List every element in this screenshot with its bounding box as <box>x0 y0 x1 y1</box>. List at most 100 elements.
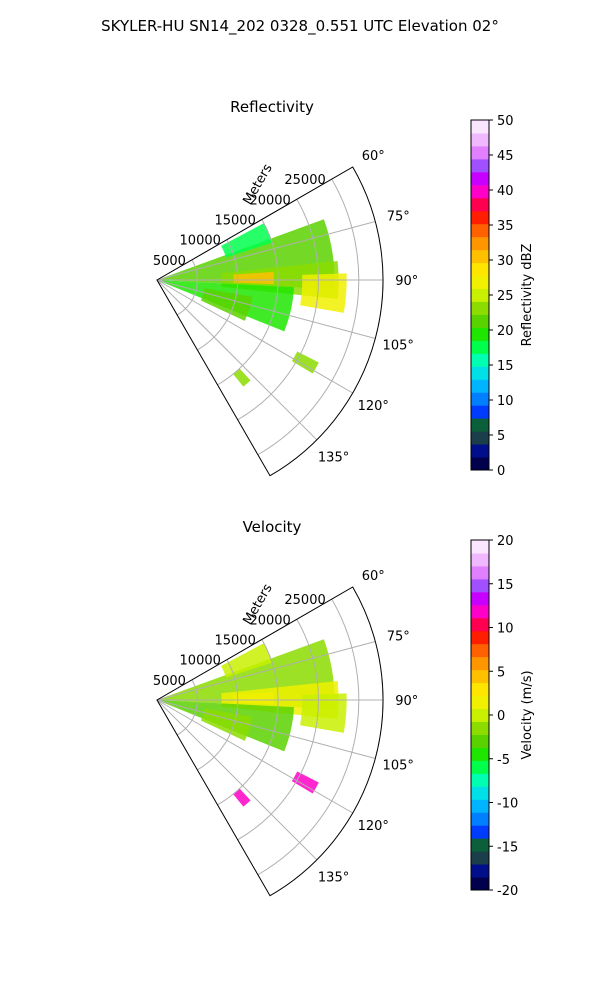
colorbar-segment <box>471 223 489 238</box>
colorbar-segment <box>471 353 489 367</box>
echo-region-2 <box>233 691 275 705</box>
radial-tick-label: 10000 <box>180 234 221 249</box>
colorbar-segment <box>471 669 489 684</box>
colorbar-segment <box>471 444 489 458</box>
colorbar-tick-label: -10 <box>497 797 518 812</box>
radial-tick-label: 15000 <box>214 213 255 228</box>
colorbar-segment <box>471 379 489 393</box>
colorbar-label: Velocity (m/s) <box>520 670 535 759</box>
azimuth-tick-label: 60° <box>362 149 385 164</box>
colorbar-segment <box>471 552 489 567</box>
figure-title: SKYLER-HU SN14_202 0328_0.551 UTC Elevat… <box>101 17 499 36</box>
colorbar-tick-label: 10 <box>497 622 514 637</box>
colorbar-segment <box>471 643 489 658</box>
azimuth-tick-label: 135° <box>318 451 349 466</box>
echo-region-8 <box>221 223 273 258</box>
echo-region-8 <box>221 643 273 678</box>
colorbar-segment <box>471 171 489 186</box>
colorbar-segment <box>471 838 489 852</box>
azimuth-gridline <box>156 699 318 861</box>
colorbar-segment <box>471 340 489 354</box>
colorbar-tick-label: 50 <box>497 114 514 129</box>
azimuth-gridline <box>156 279 353 394</box>
colorbar-segment <box>471 457 489 471</box>
sector-outline <box>156 586 384 897</box>
colorbar-segment <box>471 656 489 671</box>
azimuth-tick-label: 135° <box>318 871 349 886</box>
panel-title: Velocity <box>243 518 302 536</box>
azimuth-tick-label: 90° <box>395 694 418 709</box>
colorbar-segment <box>471 366 489 380</box>
colorbar-tick-label: -20 <box>497 884 518 899</box>
colorbar-segment <box>471 591 489 606</box>
colorbar-segment <box>471 682 489 697</box>
echo-region-5 <box>200 708 253 741</box>
colorbar-segment <box>471 825 489 839</box>
azimuth-tick-label: 105° <box>383 759 414 774</box>
colorbar-segment <box>471 158 489 173</box>
colorbar-tick-label: 35 <box>497 219 514 234</box>
colorbar-segment <box>471 799 489 813</box>
colorbar-segment <box>471 747 489 761</box>
echo-region-3 <box>300 273 347 313</box>
colorbar-segment <box>471 314 489 328</box>
colorbar-segment <box>471 773 489 787</box>
colorbar-segment <box>471 327 489 341</box>
colorbar-tick-label: 5 <box>497 665 505 680</box>
colorbar-segment <box>471 405 489 419</box>
colorbar-segment <box>471 760 489 774</box>
azimuth-tick-label: 105° <box>383 339 414 354</box>
colorbar-tick-label: 30 <box>497 254 514 269</box>
colorbar-segment <box>471 786 489 800</box>
azimuth-tick-label: 75° <box>387 209 410 224</box>
colorbar-segment <box>471 630 489 645</box>
azimuth-tick-label: 120° <box>358 399 389 414</box>
radial-tick-label: 10000 <box>180 654 221 669</box>
radial-tick-label: 5000 <box>153 674 186 689</box>
radial-tick-label: 20000 <box>249 613 290 628</box>
colorbar-segment <box>471 288 489 302</box>
colorbar-tick-label: 20 <box>497 534 514 549</box>
colorbar-tick-label: 15 <box>497 578 514 593</box>
colorbar-tick-label: -15 <box>497 840 518 855</box>
panel-title: Reflectivity <box>230 98 314 116</box>
colorbar-tick-label: 0 <box>497 464 505 479</box>
colorbar-segment <box>471 721 489 735</box>
colorbar-segment <box>471 877 489 891</box>
colorbar-tick-label: -5 <box>497 753 510 768</box>
colorbar-segment <box>471 851 489 865</box>
colorbar-tick-label: 15 <box>497 359 514 374</box>
azimuth-gridline <box>156 699 353 814</box>
radial-tick-label: 15000 <box>214 633 255 648</box>
colorbar-segment <box>471 145 489 160</box>
colorbar-segment <box>471 695 489 710</box>
colorbar-tick-label: 10 <box>497 394 514 409</box>
colorbar-tick-label: 5 <box>497 429 505 444</box>
radial-tick-label: 25000 <box>284 593 325 608</box>
azimuth-gridline <box>156 221 376 281</box>
sector-outline <box>156 166 384 477</box>
echo-region-5 <box>200 288 253 321</box>
colorbar-segment <box>471 578 489 593</box>
azimuth-tick-label: 120° <box>358 819 389 834</box>
colorbar-segment <box>471 431 489 445</box>
colorbar-segment <box>471 812 489 826</box>
colorbar-segment <box>471 249 489 264</box>
colorbar-segment <box>471 210 489 225</box>
azimuth-tick-label: 90° <box>395 274 418 289</box>
colorbar-segment <box>471 708 489 722</box>
echo-region-3 <box>300 693 347 733</box>
colorbar-label: Reflectivity dBZ <box>520 244 535 347</box>
colorbar-tick-label: 20 <box>497 324 514 339</box>
velocity-panel: 500010000150002000025000Meters60°75°90°1… <box>153 518 535 899</box>
colorbar-segment <box>471 617 489 632</box>
colorbar-tick-label: 0 <box>497 709 505 724</box>
colorbar-segment <box>471 236 489 251</box>
colorbar-segment <box>471 604 489 619</box>
colorbar-segment <box>471 120 489 134</box>
colorbar-segment <box>471 864 489 878</box>
radial-tick-label: 5000 <box>153 254 186 269</box>
colorbar-segment <box>471 418 489 432</box>
azimuth-gridline <box>156 699 376 759</box>
